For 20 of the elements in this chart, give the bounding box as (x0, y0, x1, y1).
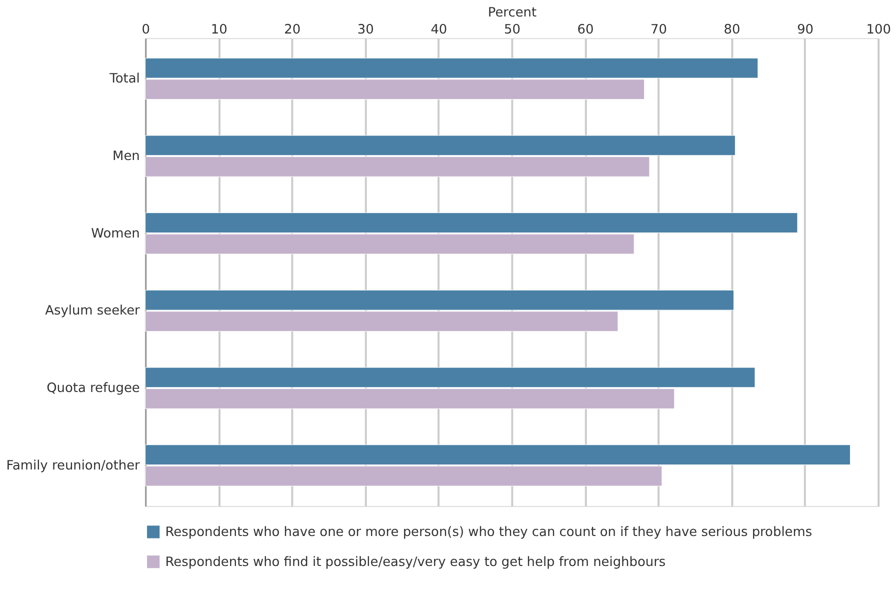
y-tick-label: Asylum seeker (45, 304, 141, 319)
y-tick-label: Family reunion/other (6, 458, 141, 474)
y-tick-label: Women (91, 226, 140, 242)
x-tick-label: 0 (142, 22, 150, 38)
y-tick-label: Quota refugee (46, 381, 140, 396)
x-tick-label: 10 (210, 22, 228, 38)
x-tick-label: 30 (357, 22, 374, 38)
x-tick-label: 90 (797, 22, 814, 38)
x-tick-label: 50 (504, 22, 520, 38)
x-axis-title: Percent (488, 6, 537, 21)
x-tick-label: 60 (577, 22, 594, 38)
legend-label: Respondents who find it possible/easy/very easy to get help from neighbours (165, 554, 666, 570)
x-tick-label: 80 (724, 22, 740, 38)
legend-label: Respondents who have one or more person(s) who they can count on if they have serious problems (165, 524, 812, 540)
x-tick-label: 40 (430, 22, 448, 38)
y-tick-label: Men (112, 149, 140, 164)
y-tick-label: Total (108, 72, 140, 87)
x-tick-label: 70 (650, 22, 667, 38)
x-tick-label: 100 (866, 22, 891, 38)
x-tick-label: 20 (284, 22, 301, 38)
